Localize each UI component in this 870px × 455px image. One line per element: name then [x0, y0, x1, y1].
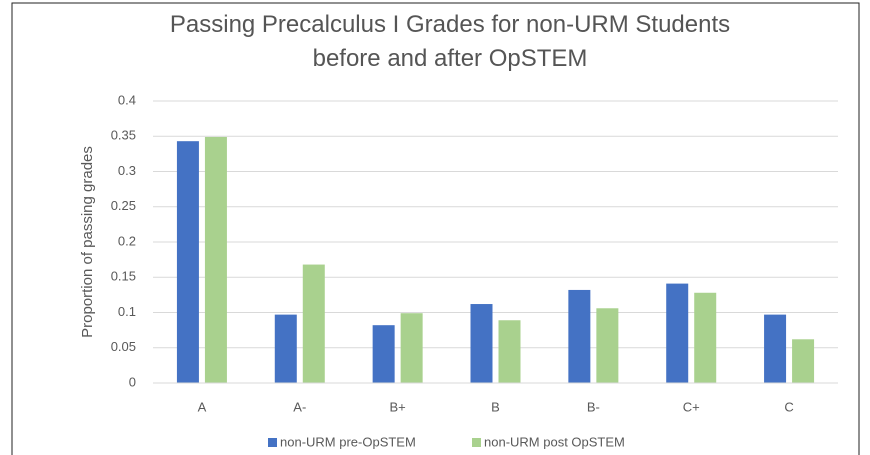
legend-label: non-URM pre-OpSTEM: [280, 434, 416, 449]
chart-border: [11, 2, 860, 455]
bar: [666, 283, 689, 383]
chart-title: Passing Precalculus I Grades for non-URM…: [169, 11, 731, 72]
bar: [764, 314, 787, 383]
y-tick-label: 0: [129, 374, 136, 389]
bar: [694, 292, 717, 383]
y-tick-label: 0.25: [111, 198, 136, 213]
bar: [498, 320, 521, 383]
y-tick-label: 0.3: [118, 163, 136, 178]
bar: [568, 289, 591, 383]
y-tick-label: 0.2: [118, 233, 136, 248]
x-tick-label: A: [198, 399, 207, 414]
legend-swatch: [472, 438, 481, 447]
bar: [274, 314, 297, 383]
bar: [204, 136, 227, 383]
bar: [372, 325, 395, 383]
bar: [400, 313, 423, 383]
bar: [176, 141, 199, 383]
y-tick-label: 0.05: [111, 339, 136, 354]
x-tick-label: B+: [390, 399, 406, 414]
y-tick-label: 0.1: [118, 304, 136, 319]
x-tick-label: C: [784, 399, 793, 414]
x-tick-label: A-: [293, 399, 306, 414]
y-tick-label: 0.4: [118, 92, 136, 107]
y-tick-label: 0.35: [111, 128, 136, 143]
x-tick-label: B-: [587, 399, 600, 414]
bar: [792, 339, 815, 383]
bar: [470, 304, 493, 383]
y-axis-label: Proportion of passing grades: [79, 146, 96, 338]
legend-swatch: [268, 438, 277, 447]
bar: [302, 264, 325, 383]
x-tick-label: C+: [683, 399, 700, 414]
legend-label: non-URM post OpSTEM: [484, 434, 625, 449]
y-tick-label: 0.15: [111, 269, 136, 284]
x-tick-label: B: [491, 399, 500, 414]
bar: [596, 308, 619, 383]
